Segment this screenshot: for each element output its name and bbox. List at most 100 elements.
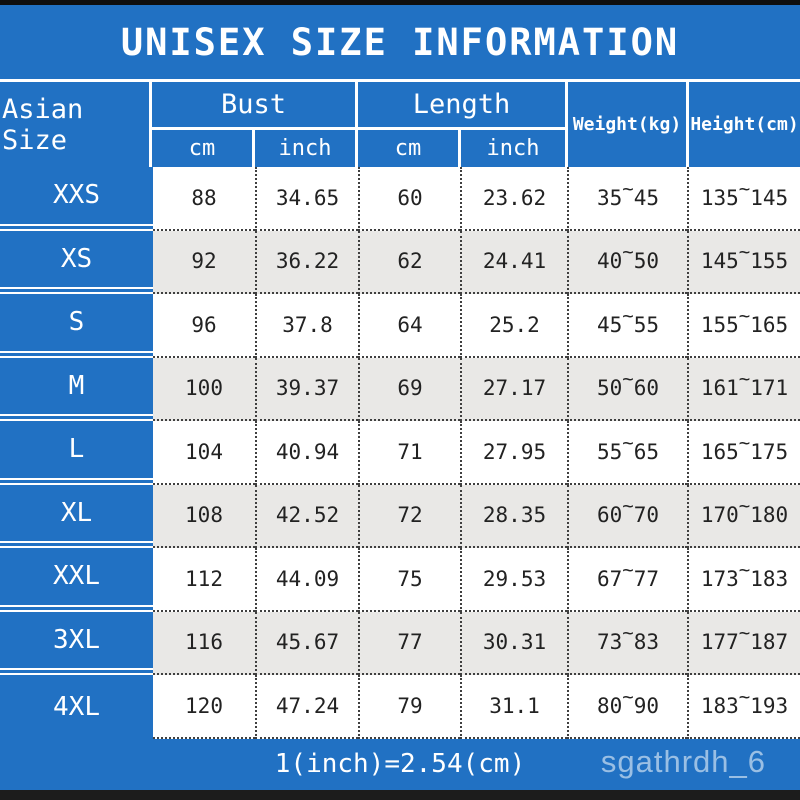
tilde-symbol: ~	[622, 177, 634, 200]
bust-inch-value: 34.65	[255, 167, 358, 231]
header-bust-cm: cm	[152, 130, 252, 167]
bust-inch-value: 44.09	[255, 548, 358, 612]
bust-cm-value: 112	[153, 548, 255, 612]
header-length: Length	[358, 82, 565, 127]
size-label: XS	[0, 230, 153, 294]
length-inch-value: 30.31	[460, 611, 567, 675]
tilde-symbol: ~	[622, 495, 634, 518]
header-asian-size: Asian Size	[0, 82, 149, 167]
watermark-text: sgathrdh_6	[600, 743, 766, 779]
footer-bar: 1(inch)=2.54(cm) sgathrdh_6	[0, 738, 800, 790]
bust-cm-value: 88	[153, 167, 255, 231]
height-range: 170 ~180	[687, 484, 800, 548]
length-inch-value: 25.2	[460, 294, 567, 358]
bust-inch-value: 47.24	[255, 675, 358, 739]
tilde-symbol: ~	[738, 368, 751, 391]
length-inch-value: 27.95	[460, 421, 567, 485]
tilde-symbol: ~	[738, 495, 751, 518]
title-separator	[0, 79, 800, 82]
height-range: 161 ~171	[687, 357, 800, 421]
header-length-inch: inch	[461, 130, 565, 167]
table-body: XXS 88 34.65 60 23.62 35 ~45 135 ~145 XS 9…	[0, 167, 800, 739]
top-black-bar	[0, 0, 800, 5]
size-label: XL	[0, 484, 153, 548]
bust-cm-value: 104	[153, 421, 255, 485]
weight-range: 45 ~55	[567, 294, 687, 358]
size-label: M	[0, 357, 153, 421]
weight-range: 35 ~45	[567, 167, 687, 231]
length-cm-value: 75	[358, 548, 460, 612]
weight-range: 60 ~70	[567, 484, 687, 548]
tilde-symbol: ~	[622, 241, 634, 264]
bust-cm-value: 92	[153, 230, 255, 294]
size-label: XXS	[0, 167, 153, 231]
size-label: 4XL	[0, 675, 153, 739]
weight-range: 55 ~65	[567, 421, 687, 485]
bust-cm-value: 108	[153, 484, 255, 548]
tilde-symbol: ~	[738, 685, 751, 708]
length-inch-value: 28.35	[460, 484, 567, 548]
length-inch-value: 24.41	[460, 230, 567, 294]
weight-range: 40 ~50	[567, 230, 687, 294]
height-range: 183 ~193	[687, 675, 800, 739]
header-bust: Bust	[152, 82, 355, 127]
tilde-symbol: ~	[622, 558, 634, 581]
height-range: 165 ~175	[687, 421, 800, 485]
length-cm-value: 79	[358, 675, 460, 739]
tilde-symbol: ~	[622, 431, 634, 454]
length-inch-value: 23.62	[460, 167, 567, 231]
size-label: XXL	[0, 548, 153, 612]
weight-range: 67 ~77	[567, 548, 687, 612]
table-row-m: M 100 39.37 69 27.17 50 ~60 161 ~171	[0, 357, 800, 421]
tilde-symbol: ~	[738, 622, 751, 645]
weight-range: 73 ~83	[567, 611, 687, 675]
bottom-black-bar	[0, 790, 800, 800]
tilde-symbol: ~	[738, 431, 751, 454]
length-inch-value: 27.17	[460, 357, 567, 421]
tilde-symbol: ~	[738, 177, 751, 200]
bust-inch-value: 40.94	[255, 421, 358, 485]
length-cm-value: 64	[358, 294, 460, 358]
bust-inch-value: 37.8	[255, 294, 358, 358]
bust-cm-value: 100	[153, 357, 255, 421]
height-range: 173 ~183	[687, 548, 800, 612]
tilde-symbol: ~	[622, 368, 634, 391]
length-cm-value: 62	[358, 230, 460, 294]
bust-cm-value: 120	[153, 675, 255, 739]
height-range: 135 ~145	[687, 167, 800, 231]
length-cm-value: 71	[358, 421, 460, 485]
table-row-l: L 104 40.94 71 27.95 55 ~65 165 ~175	[0, 421, 800, 485]
bust-inch-value: 45.67	[255, 611, 358, 675]
height-range: 155 ~165	[687, 294, 800, 358]
table-row-xxs: XXS 88 34.65 60 23.62 35 ~45 135 ~145	[0, 167, 800, 231]
tilde-symbol: ~	[622, 304, 634, 327]
header-height-cm: Height(cm)	[689, 82, 800, 167]
conversion-note: 1(inch)=2.54(cm)	[274, 749, 526, 780]
bust-cm-value: 96	[153, 294, 255, 358]
bust-inch-value: 42.52	[255, 484, 358, 548]
length-cm-value: 69	[358, 357, 460, 421]
table-row-xxl: XXL 112 44.09 75 29.53 67 ~77 173 ~183	[0, 548, 800, 612]
table-row-s: S 96 37.8 64 25.2 45 ~55 155 ~165	[0, 294, 800, 358]
title-bar: UNISEX SIZE INFORMATION	[0, 5, 800, 79]
bust-inch-value: 39.37	[255, 357, 358, 421]
header-bust-inch: inch	[255, 130, 355, 167]
length-inch-value: 31.1	[460, 675, 567, 739]
height-range: 177 ~187	[687, 611, 800, 675]
length-cm-value: 72	[358, 484, 460, 548]
size-label: L	[0, 421, 153, 485]
length-cm-value: 60	[358, 167, 460, 231]
tilde-symbol: ~	[738, 558, 751, 581]
length-cm-value: 77	[358, 611, 460, 675]
tilde-symbol: ~	[738, 304, 751, 327]
table-row-xs: XS 92 36.22 62 24.41 40 ~50 145 ~155	[0, 230, 800, 294]
table-row-xl: XL 108 42.52 72 28.35 60 ~70 170 ~180	[0, 484, 800, 548]
tilde-symbol: ~	[622, 622, 634, 645]
height-range: 145 ~155	[687, 230, 800, 294]
bust-cm-value: 116	[153, 611, 255, 675]
tilde-symbol: ~	[622, 685, 634, 708]
tilde-symbol: ~	[738, 241, 751, 264]
header-weight-kg: Weight(kg)	[568, 82, 686, 167]
header-length-cm: cm	[358, 130, 458, 167]
